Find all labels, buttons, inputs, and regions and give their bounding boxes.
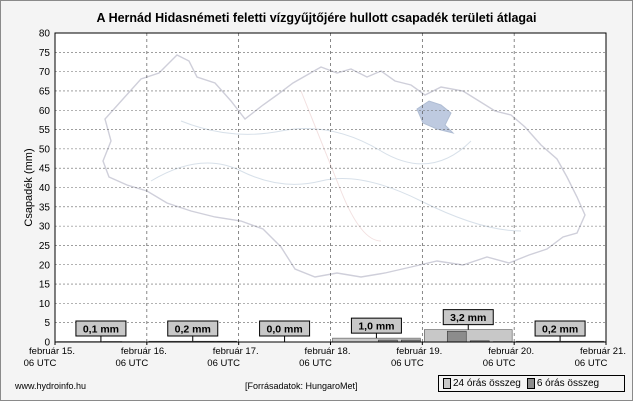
bar-6h	[447, 331, 466, 342]
x-tick-time: 06 UTC	[115, 358, 148, 369]
y-tick-label: 60	[39, 106, 51, 117]
y-tick-label: 50	[39, 144, 51, 155]
legend-swatch-24h	[443, 378, 451, 389]
daily-total-text: 0,2 mm	[542, 324, 578, 336]
legend-label-24h: 24 órás összeg	[453, 378, 521, 389]
x-tick-date: február 21.	[580, 346, 626, 357]
source-site: www.hydroinfo.hu	[15, 381, 86, 391]
x-tick-date: február 15.	[29, 346, 75, 357]
y-tick-label: 80	[39, 29, 51, 40]
y-tick-label: 55	[39, 125, 51, 136]
y-tick-label: 35	[39, 202, 51, 213]
bar-24h	[424, 330, 512, 342]
legend-item-24h: 24 órás összeg	[443, 378, 521, 389]
y-tick-label: 20	[39, 260, 51, 271]
daily-total-text: 0,0 mm	[266, 324, 302, 336]
y-tick-label: 75	[39, 48, 51, 59]
daily-total-text: 3,2 mm	[450, 312, 486, 324]
y-tick-label: 25	[39, 241, 51, 252]
legend-item-6h: 6 órás összeg	[527, 378, 599, 389]
legend: 24 órás összeg 6 órás összeg	[438, 375, 625, 392]
x-tick-time: 06 UTC	[24, 358, 57, 369]
legend-swatch-6h	[527, 378, 535, 389]
x-tick-time: 06 UTC	[575, 358, 608, 369]
x-tick-time: 06 UTC	[207, 358, 240, 369]
legend-label-6h: 6 órás összeg	[537, 378, 599, 389]
source-credit: [Forrásadatok: HungaroMet]	[245, 381, 358, 391]
y-axis-label: Csapadék (mm)	[23, 148, 35, 226]
y-tick-label: 45	[39, 164, 51, 175]
y-tick-label: 70	[39, 67, 51, 78]
y-tick-label: 40	[39, 183, 51, 194]
x-tick-time: 06 UTC	[483, 358, 516, 369]
y-tick-label: 15	[39, 280, 51, 291]
x-tick-time: 06 UTC	[391, 358, 424, 369]
x-tick-time: 06 UTC	[299, 358, 332, 369]
y-tick-label: 5	[44, 318, 50, 329]
x-tick-date: február 17.	[213, 346, 259, 357]
daily-total-text: 1,0 mm	[358, 321, 394, 333]
x-tick-date: február 18.	[305, 346, 351, 357]
y-tick-label: 30	[39, 222, 51, 233]
daily-total-text: 0,2 mm	[175, 324, 211, 336]
y-tick-label: 10	[39, 299, 51, 310]
x-tick-date: február 16.	[121, 346, 167, 357]
y-tick-label: 65	[39, 86, 51, 97]
x-tick-date: február 20.	[488, 346, 534, 357]
daily-total-text: 0,1 mm	[83, 324, 119, 336]
x-tick-date: február 19.	[396, 346, 442, 357]
